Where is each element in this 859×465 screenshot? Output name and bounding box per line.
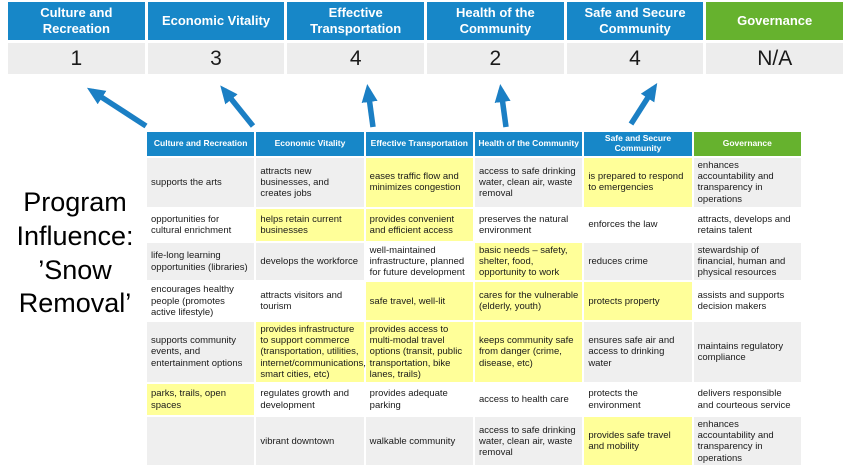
banner-score-row: 1 3 4 2 4 N/A: [8, 43, 844, 74]
table-cell: preserves the natural environment: [474, 208, 583, 241]
table-cell: stewardship of financial, human and phys…: [693, 242, 801, 281]
banner-header-cell: Effective Transportation: [287, 2, 425, 40]
table-cell: access to safe drinking water, clean air…: [474, 158, 583, 207]
score-cell: N/A: [706, 43, 844, 74]
table-cell: maintains regulatory compliance: [693, 322, 801, 383]
table-cell: opportunities for cultural enrichment: [147, 208, 255, 241]
highlighted-table-cell: protects property: [584, 282, 692, 321]
highlighted-table-cell: keeps community safe from danger (crime,…: [474, 322, 583, 383]
banner-header-cell: Culture and Recreation: [8, 2, 145, 40]
priority-score-banner: Culture and Recreation Economic Vitality E…: [8, 2, 844, 74]
table-row: opportunities for cultural enrichment hel…: [147, 208, 801, 241]
table-cell: protects the environment: [584, 384, 692, 416]
table-cell: supports the arts: [147, 158, 255, 207]
table-cell: attracts, develops and retains talent: [693, 208, 801, 241]
table-cell: walkable community: [365, 417, 473, 465]
banner-header-cell: Governance: [706, 2, 844, 40]
table-cell: reduces crime: [584, 242, 692, 281]
table-row: parks, trails, open spaces regulates grow…: [147, 384, 801, 416]
table-row: vibrant downtown walkable community access…: [147, 417, 801, 465]
banner-header-cell: Safe and Secure Community: [566, 2, 704, 40]
up-arrow-icon: [494, 84, 511, 128]
table-cell: access to safe drinking water, clean air…: [474, 417, 583, 465]
table-cell: enforces the law: [584, 208, 692, 241]
up-arrow-icon: [361, 84, 378, 128]
score-cell: 1: [8, 43, 145, 74]
highlighted-table-cell: is prepared to respond to emergencies: [584, 158, 692, 207]
up-arrow-icon: [86, 87, 148, 129]
table-cell: [147, 417, 255, 465]
table-cell: enhances accountability and transparency…: [693, 417, 801, 465]
up-arrow-icon: [628, 82, 658, 126]
highlighted-table-cell: provides safe travel and mobility: [584, 417, 692, 465]
table-header-row: Culture and Recreation Economic Vitality E…: [147, 132, 801, 156]
table-cell: well-maintained infrastructure, planned …: [365, 242, 473, 281]
table-header-cell: Economic Vitality: [256, 132, 364, 156]
table-row: supports community events, and entertain…: [147, 322, 801, 383]
table-cell: enhances accountability and transparency…: [693, 158, 801, 207]
table-cell: provides adequate parking: [365, 384, 473, 416]
table-header-cell: Governance: [693, 132, 801, 156]
table-cell: delivers responsible and courteous servi…: [693, 384, 801, 416]
table-cell: life-long learning opportunities (librar…: [147, 242, 255, 281]
table-cell: vibrant downtown: [256, 417, 364, 465]
program-influence-label: Program Influence: ’Snow Removal’: [16, 187, 134, 319]
banner-header-cell: Health of the Community: [427, 2, 564, 40]
table-header-cell: Safe and Secure Community: [584, 132, 692, 156]
highlighted-table-cell: provides convenient and efficient access: [365, 208, 473, 241]
table-cell: regulates growth and development: [256, 384, 364, 416]
table-header-cell: Culture and Recreation: [147, 132, 255, 156]
table-cell: develops the workforce: [256, 242, 364, 281]
highlighted-table-cell: cares for the vulnerable (elderly, youth…: [474, 282, 583, 321]
table-cell: access to health care: [474, 384, 583, 416]
table-row: supports the arts attracts new businesses…: [147, 158, 801, 207]
table-cell: encourages healthy people (promotes acti…: [147, 282, 255, 321]
highlighted-table-cell: eases traffic flow and minimizes congest…: [365, 158, 473, 207]
highlighted-table-cell: helps retain current businesses: [256, 208, 364, 241]
table-cell: assists and supports decision makers: [693, 282, 801, 321]
score-cell: 3: [147, 43, 285, 74]
table-row: encourages healthy people (promotes acti…: [147, 282, 801, 321]
table-header-cell: Health of the Community: [474, 132, 583, 156]
score-cell: 4: [287, 43, 425, 74]
table-cell: supports community events, and entertain…: [147, 322, 255, 383]
influence-table: Culture and Recreation Economic Vitality E…: [145, 130, 803, 465]
highlighted-table-cell: safe travel, well-lit: [365, 282, 473, 321]
highlighted-table-cell: parks, trails, open spaces: [147, 384, 255, 416]
score-cell: 4: [566, 43, 704, 74]
banner-header-row: Culture and Recreation Economic Vitality E…: [8, 2, 844, 40]
up-arrows-group: [86, 82, 658, 129]
table-cell: attracts visitors and tourism: [256, 282, 364, 321]
highlighted-table-cell: provides access to multi-modal travel op…: [365, 322, 473, 383]
table-cell: ensures safe air and access to drinking …: [584, 322, 692, 383]
table-header-cell: Effective Transportation: [365, 132, 473, 156]
table-row: life-long learning opportunities (librar…: [147, 242, 801, 281]
banner-header-cell: Economic Vitality: [147, 2, 285, 40]
table-cell: attracts new businesses, and creates job…: [256, 158, 364, 207]
highlighted-table-cell: basic needs – safety, shelter, food, opp…: [474, 242, 583, 281]
up-arrow-icon: [220, 85, 256, 128]
highlighted-table-cell: provides infrastructure to support comme…: [256, 322, 366, 383]
score-cell: 2: [427, 43, 564, 74]
